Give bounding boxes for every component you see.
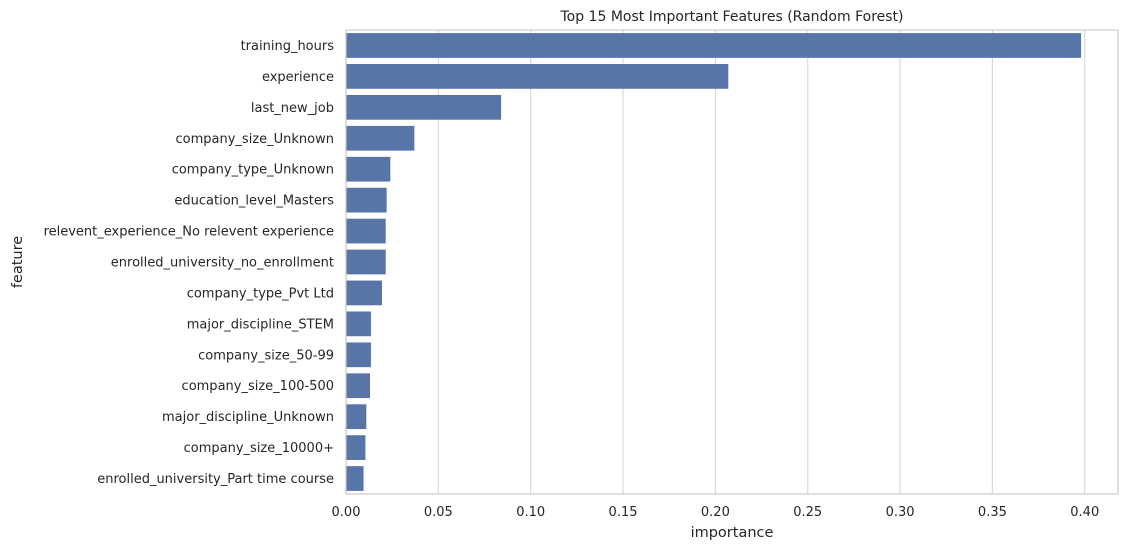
- bar: [346, 311, 371, 337]
- y-tick-label: company_size_10000+: [184, 441, 334, 456]
- bars: [346, 33, 1082, 491]
- y-tick-label: last_new_job: [251, 101, 334, 116]
- plot-frame: [345, 29, 1119, 495]
- x-tick-label: 0.10: [516, 505, 545, 520]
- x-tick-label: 0.40: [1070, 505, 1099, 520]
- bar: [346, 249, 386, 275]
- y-tick-label: company_size_50-99: [198, 348, 334, 363]
- y-tick-label: major_discipline_STEM: [187, 317, 334, 332]
- bar: [346, 342, 371, 368]
- bar: [346, 373, 371, 399]
- x-tick-label: 0.05: [424, 505, 453, 520]
- y-tick-label: company_type_Pvt Ltd: [187, 286, 334, 301]
- y-tick-label: company_size_100-500: [182, 379, 334, 394]
- x-tick-labels: 0.00 0.05 0.10 0.15 0.20 0.25 0.30 0.35 0.40: [332, 505, 1100, 520]
- bar: [346, 64, 729, 89]
- bar: [346, 125, 415, 151]
- y-tick-label: major_discipline_Unknown: [162, 410, 334, 425]
- bar: [346, 94, 502, 120]
- y-tick-label: enrolled_university_Part time course: [97, 472, 334, 487]
- x-tick-label: 0.35: [978, 505, 1007, 520]
- y-tick-labels: training_hours experience last_new_jobcomp…: [44, 39, 335, 487]
- bar: [346, 404, 367, 430]
- x-tick-label: 0.25: [793, 505, 822, 520]
- bar: [346, 280, 383, 306]
- y-tick-label: experience: [262, 70, 334, 85]
- bar: [346, 435, 366, 460]
- chart-title: Top 15 Most Important Features (Random F…: [559, 9, 903, 25]
- y-tick-label: education_level_Masters: [174, 194, 334, 209]
- bar: [346, 156, 391, 182]
- y-axis-label: feature: [10, 236, 26, 288]
- bar: [346, 187, 387, 213]
- y-tick-label: company_size_Unknown: [176, 132, 334, 147]
- x-tick-label: 0.15: [609, 505, 638, 520]
- bar: [346, 218, 386, 244]
- y-tick-label: relevent_experience_No relevent experien…: [44, 225, 334, 240]
- bar: [346, 466, 364, 491]
- bar: [346, 33, 1082, 58]
- x-tick-label: 0.20: [701, 505, 730, 520]
- y-tick-label: enrolled_university_no_enrollment: [111, 256, 334, 271]
- x-tick-label: 0.00: [332, 505, 361, 520]
- y-tick-label: training_hours: [241, 39, 335, 54]
- y-tick-label: company_type_Unknown: [172, 163, 334, 178]
- x-tick-label: 0.30: [886, 505, 915, 520]
- x-axis-label: importance: [691, 525, 774, 541]
